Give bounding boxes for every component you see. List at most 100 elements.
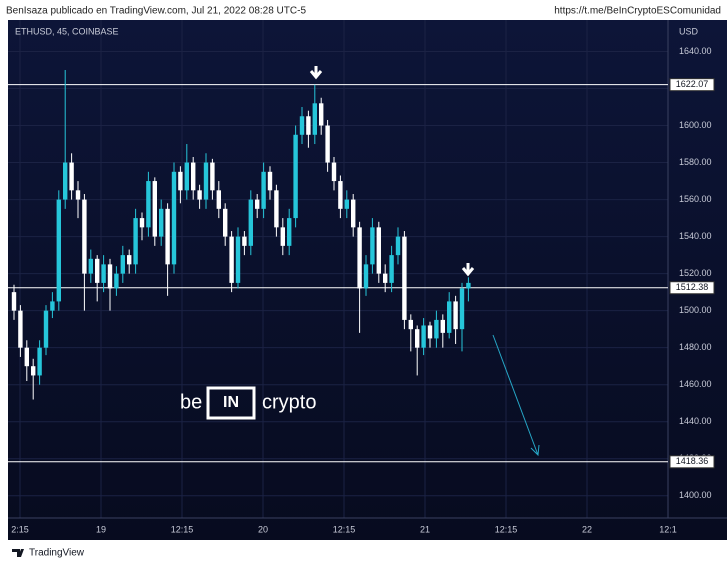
candle-body <box>133 218 138 265</box>
candle-body <box>267 171 273 191</box>
candle-body <box>287 218 292 246</box>
candle-body <box>191 162 196 191</box>
candle-body <box>395 236 401 256</box>
y-tick-label: 1440.00 <box>679 416 712 426</box>
level-label-box <box>669 78 715 92</box>
x-tick-label: 12:1 <box>659 524 677 534</box>
candle-body <box>357 227 362 289</box>
candle-body <box>127 255 132 265</box>
candle-body <box>319 103 324 126</box>
candle-body <box>331 162 337 182</box>
candle-body <box>453 301 458 330</box>
candle-body <box>18 310 23 348</box>
candle-body <box>248 199 253 246</box>
symbol-title: ETHUSD, 45, COINBASE <box>15 26 119 36</box>
candle-body <box>146 181 151 228</box>
candle-body <box>24 347 29 367</box>
candle-body <box>402 236 407 320</box>
x-tick-label: 20 <box>258 524 268 534</box>
candle-body <box>88 258 93 274</box>
candle-body <box>363 264 369 289</box>
candle-body <box>344 199 349 209</box>
watermark-text: crypto <box>262 391 316 413</box>
candle-body <box>171 171 177 265</box>
top-bar <box>0 0 727 20</box>
footer-text: TradingView <box>29 548 85 559</box>
candle-body <box>101 264 106 283</box>
header-right: https://t.me/BeInCryptoESComunidad <box>554 6 721 17</box>
y-tick-label: 1480.00 <box>679 342 712 352</box>
candle-body <box>223 208 228 237</box>
annotation-arrow <box>309 66 323 80</box>
watermark-text: be <box>180 391 202 413</box>
candle-body <box>210 162 215 191</box>
footer-logo <box>12 549 24 557</box>
x-tick-label: 22 <box>582 524 592 534</box>
candle-body <box>440 319 445 333</box>
candle-body <box>50 301 55 311</box>
candle-body <box>427 325 433 339</box>
x-tick-label: 12:15 <box>171 524 194 534</box>
candle-body <box>95 258 100 283</box>
y-tick-label: 1600.00 <box>679 120 712 130</box>
candle-body <box>312 103 317 135</box>
y-tick-label: 1540.00 <box>679 231 712 241</box>
level-label: 1512.38 <box>676 282 709 292</box>
candle-body <box>82 199 87 274</box>
candle-body <box>383 273 388 283</box>
x-tick-label: 12:15 <box>333 524 356 534</box>
candle-body <box>325 125 330 163</box>
candle-body <box>434 319 439 339</box>
level-label: 1622.07 <box>676 79 709 89</box>
level-label-box <box>669 455 715 469</box>
candle-body <box>37 347 42 376</box>
watermark-text: IN <box>223 394 239 411</box>
candle-body <box>203 162 209 200</box>
candle-body <box>184 162 189 191</box>
candle-body <box>376 227 381 274</box>
candle-body <box>178 171 183 191</box>
x-tick-label: 2:15 <box>11 524 29 534</box>
annotation-arrow <box>461 263 475 277</box>
candle-body <box>152 181 157 237</box>
candle-body <box>75 190 81 200</box>
watermark: be IN crypto <box>180 386 316 420</box>
x-tick-label: 12:15 <box>495 524 518 534</box>
candle-body <box>447 301 452 333</box>
y-tick-label: 1640.00 <box>679 46 712 56</box>
candle-body <box>261 171 266 209</box>
candle-body <box>114 273 119 289</box>
grid <box>8 20 669 518</box>
projection-arrow <box>492 334 540 457</box>
candle-body <box>293 134 298 219</box>
candle-body <box>370 227 375 265</box>
candle-body <box>107 264 113 289</box>
candle-body <box>274 190 279 228</box>
y-tick-label: 1520.00 <box>679 268 712 278</box>
candle-body <box>351 199 356 228</box>
candle-body <box>63 162 68 200</box>
candle-body <box>11 292 17 311</box>
plot <box>8 69 668 463</box>
level-label: 1418.36 <box>676 456 709 466</box>
level-label-box <box>669 281 715 295</box>
candle-body <box>306 116 311 135</box>
candle-body <box>159 208 164 237</box>
x-tick-label: 19 <box>96 524 106 534</box>
y-tick-label: 1560.00 <box>679 194 712 204</box>
y-tick-label: 1460.00 <box>679 379 712 389</box>
candle-body <box>31 366 36 376</box>
candle-body <box>120 255 125 274</box>
candle-body <box>408 319 413 330</box>
candle-body <box>466 282 471 289</box>
candle-body <box>459 288 465 330</box>
axis-unit: USD <box>679 26 699 36</box>
y-tick-label: 1580.00 <box>679 157 712 167</box>
candle-body <box>338 181 343 209</box>
candle-body <box>235 236 241 283</box>
candle-body <box>415 329 420 348</box>
y-tick-label: 1400.00 <box>679 490 712 500</box>
candle-body <box>255 199 260 209</box>
